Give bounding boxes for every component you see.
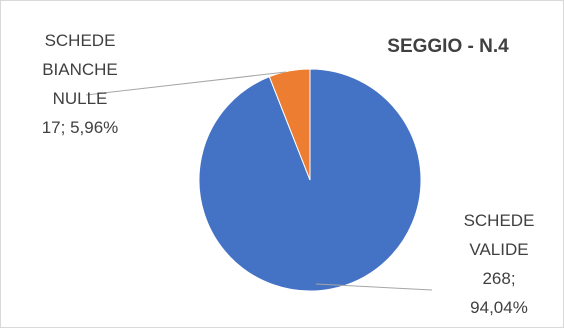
label-bianche-line-4: 17; 5,96% <box>42 118 119 137</box>
data-label-bianche: SCHEDE BIANCHE NULLE 17; 5,96% <box>42 31 119 137</box>
label-valide-line-3: 268; <box>482 269 515 288</box>
pie-slices <box>198 68 422 292</box>
label-valide-line-1: SCHEDE <box>464 211 535 230</box>
label-bianche-line-3: NULLE <box>53 89 108 108</box>
label-valide-line-2: VALIDE <box>469 240 528 259</box>
leader-line-valide <box>315 283 433 291</box>
leader-line-bianche <box>85 71 287 96</box>
label-bianche-line-1: SCHEDE <box>45 31 116 50</box>
data-label-valide: SCHEDE VALIDE 268; 94,04% <box>464 211 535 317</box>
pie-slice-schede-bianche-nulle <box>268 68 311 181</box>
label-bianche-line-2: BIANCHE <box>42 60 118 79</box>
chart-title: SEGGIO - N.4 <box>387 36 509 57</box>
label-valide-line-4: 94,04% <box>470 298 528 317</box>
